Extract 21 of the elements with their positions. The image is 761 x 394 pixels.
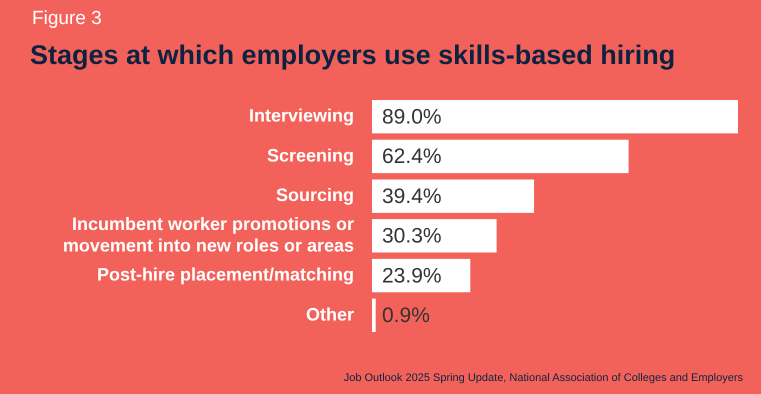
bar xyxy=(372,100,738,134)
data-label: 30.3% xyxy=(382,224,442,248)
y-tick-label: Screening xyxy=(266,145,354,166)
y-tick-label: Incumbent worker promotions or movement into new roles or areas xyxy=(62,214,354,256)
caption: Figure 3 xyxy=(32,8,102,30)
bar xyxy=(372,140,629,174)
data-label: 89.0% xyxy=(382,105,442,128)
chart-title: Stages at which employers use skills-based hiring xyxy=(30,40,676,71)
data-label: 62.4% xyxy=(382,145,442,168)
y-tick-label: Other xyxy=(306,304,354,324)
y-tick-label: Sourcing xyxy=(276,185,354,206)
y-tick-label: Post-hire placement/matching xyxy=(96,264,354,285)
bar xyxy=(372,298,376,332)
data-label: 23.9% xyxy=(382,264,442,288)
bar xyxy=(372,258,470,292)
text: Job Outlook 2025 Spring Update, National Association of Colleges and Employers xyxy=(344,372,743,384)
data-label: 0.9% xyxy=(382,304,430,328)
data-label: 39.4% xyxy=(382,184,442,208)
bar xyxy=(372,179,534,213)
y-tick-label: Interviewing xyxy=(248,106,354,126)
bar xyxy=(372,219,497,253)
